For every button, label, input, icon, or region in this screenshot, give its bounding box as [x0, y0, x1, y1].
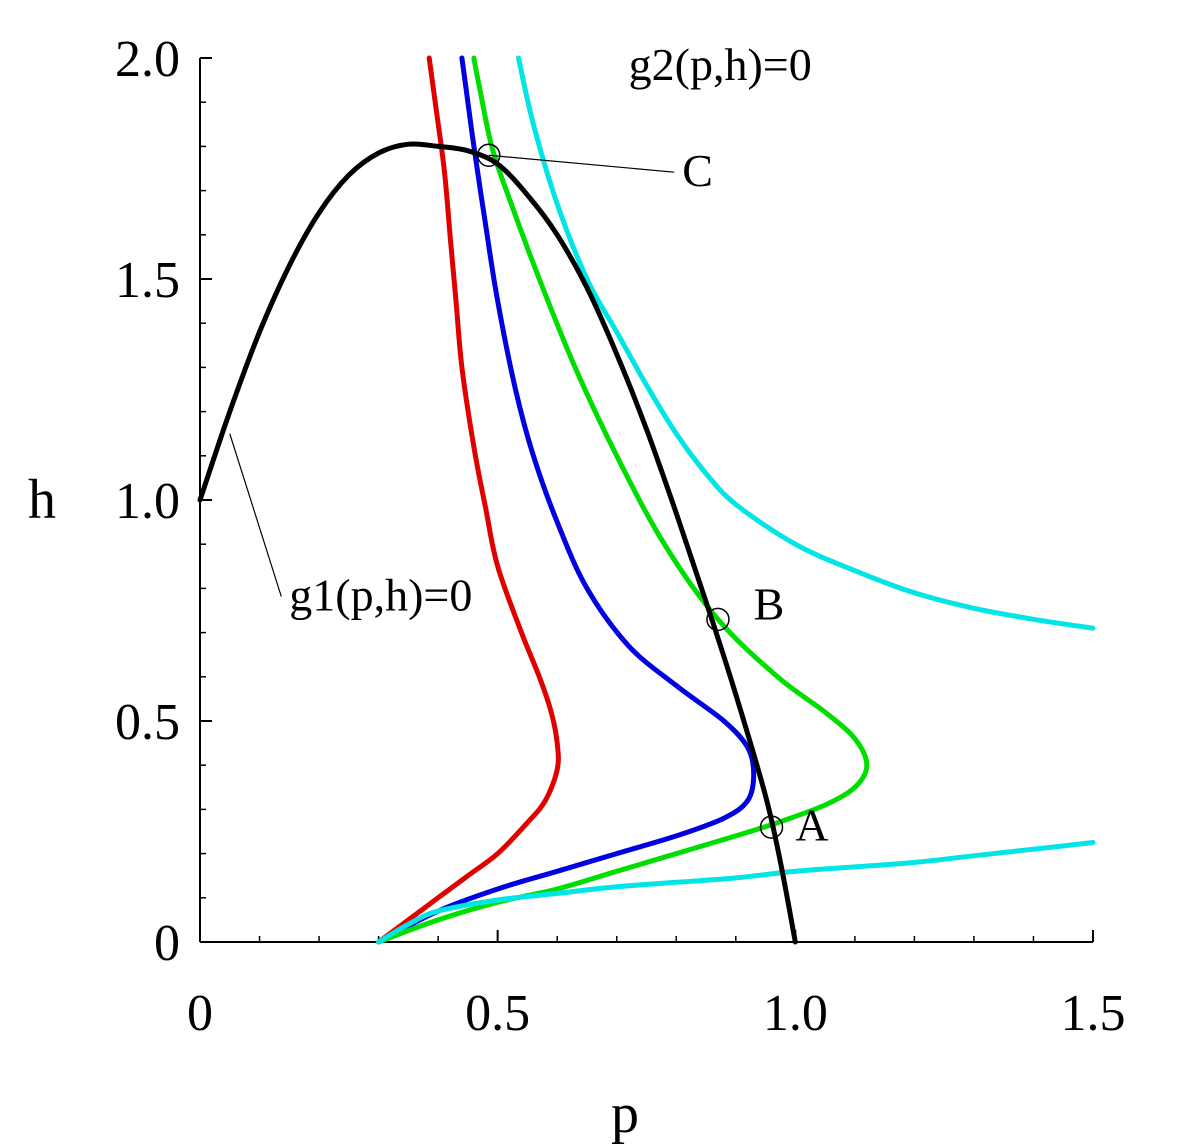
annotation-label: A: [795, 799, 828, 850]
x-tick-label: 0: [187, 985, 213, 1042]
tick-labels: 0 0.5 1.0 1.5 0 0.5 1.0 1.5 2.0 p h: [28, 31, 1126, 1145]
series-group: [197, 55, 1096, 945]
series-g2-green: [376, 55, 870, 945]
series-g2-cyan-lower: [376, 840, 1096, 945]
annotations: g1(p,h)=0 g2(p,h)=0 C B A: [229, 39, 829, 850]
series-g2-red: [376, 55, 561, 945]
y-tick-label: 1.0: [115, 473, 180, 530]
annotation-label: B: [754, 578, 785, 629]
x-tick-label: 1.5: [1061, 985, 1126, 1042]
annotation-label: g1(p,h)=0: [289, 570, 472, 621]
x-tick-label: 0.5: [465, 985, 530, 1042]
x-tick-label: 1.0: [763, 985, 828, 1042]
y-tick-label: 0: [154, 915, 180, 972]
annotation-leader-line: [488, 154, 675, 173]
y-tick-label: 1.5: [115, 252, 180, 309]
point-marker: [476, 143, 501, 167]
series-g2-cyan-upper: [516, 55, 1096, 631]
series-g1: [197, 141, 798, 945]
y-axis-label: h: [28, 469, 56, 531]
annotation-label: g2(p,h)=0: [629, 39, 812, 90]
x-axis-label: p: [611, 1083, 639, 1145]
y-tick-label: 0.5: [115, 694, 180, 751]
series-g2-blue: [376, 55, 757, 945]
point-marker: [759, 815, 784, 839]
y-tick-label: 2.0: [115, 31, 180, 88]
annotation-label: C: [682, 145, 713, 196]
point-marker: [706, 607, 730, 632]
annotation-leader-line: [229, 433, 282, 597]
